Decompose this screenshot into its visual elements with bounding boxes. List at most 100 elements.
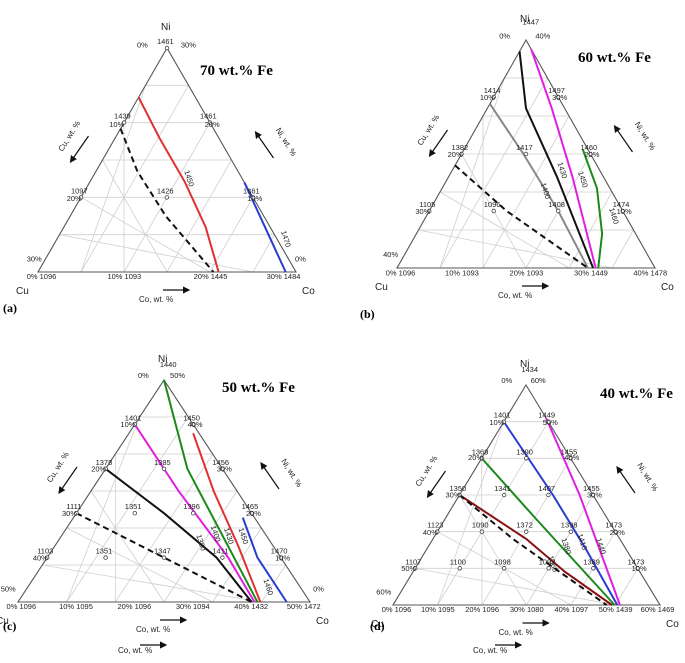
axis-label-right: Ni, wt. % bbox=[635, 461, 659, 493]
temperature-annotation: 1385 bbox=[154, 458, 171, 467]
temperature-annotation: 20% 1445 bbox=[194, 272, 228, 281]
ternary-panel-a: Ni Cu Co 70 wt.% Fe (a) Cu, wt. % Ni, wt. % Co,… bbox=[3, 22, 315, 315]
grid-node bbox=[591, 566, 596, 571]
temperature-annotation: 10% bbox=[617, 207, 632, 216]
grid-node bbox=[635, 566, 640, 571]
temperature-annotation: 20% 1096 bbox=[465, 605, 499, 614]
isotherm-1400 bbox=[133, 423, 256, 603]
temperature-annotation: 30% bbox=[552, 93, 567, 102]
panel-letter: (d) bbox=[370, 619, 385, 633]
grid-node bbox=[45, 555, 50, 560]
grid-node bbox=[501, 419, 506, 424]
triangle-outline bbox=[37, 46, 297, 273]
isotherm-label: 1410 bbox=[575, 532, 589, 551]
temperature-annotation: 50% 1439 bbox=[599, 605, 633, 614]
temperature-annotation: 1470 bbox=[271, 547, 288, 556]
temperature-annotation: 1351 bbox=[125, 502, 142, 511]
grid-node bbox=[457, 566, 462, 571]
temperature-annotation: 0% 1096 bbox=[7, 602, 37, 611]
vertex-label-top: Ni bbox=[520, 359, 529, 370]
temperature-annotation: 1097 bbox=[539, 557, 556, 566]
temperature-annotation: 30% bbox=[181, 40, 196, 49]
vertex-label-top: Ni bbox=[158, 354, 167, 365]
temperature-annotation: 20% bbox=[468, 453, 483, 462]
temperature-annotation: 40% 1478 bbox=[633, 268, 667, 277]
isotherm-label: 1400 bbox=[539, 181, 553, 200]
axis-label-bottom: Co, wt. % bbox=[136, 625, 170, 634]
temperature-annotation: 10% bbox=[109, 120, 124, 129]
grid-node bbox=[501, 566, 507, 571]
grid-node bbox=[78, 195, 84, 200]
grid-node bbox=[103, 555, 108, 560]
grid-node bbox=[568, 456, 573, 461]
isotherm-1460 bbox=[581, 149, 604, 269]
temperature-annotation: 20% 1093 bbox=[510, 268, 544, 277]
temperature-annotation: 60% 1469 bbox=[641, 605, 675, 614]
grid-node bbox=[491, 208, 496, 214]
temperature-annotation: 30% bbox=[217, 464, 232, 473]
grid-node bbox=[588, 151, 593, 157]
temperature-annotation: 40% 1432 bbox=[234, 602, 268, 611]
axis-label-bottom: Co, wt. % bbox=[498, 291, 532, 300]
grid-node bbox=[164, 45, 170, 51]
axis-label-left: Cu, wt. % bbox=[57, 119, 83, 153]
grid-node bbox=[207, 120, 213, 125]
vertex-label-left: Cu bbox=[16, 286, 29, 297]
temperature-annotation: 10% bbox=[120, 420, 135, 429]
grid-node bbox=[479, 529, 485, 534]
temperature-annotation: 0% bbox=[138, 371, 149, 380]
temperature-annotation: 1105 bbox=[419, 200, 435, 209]
temperature-annotation: 0% bbox=[501, 376, 512, 385]
grid-node bbox=[546, 419, 551, 424]
temperature-annotation: 1447 bbox=[522, 18, 539, 27]
temperature-annotation: 1426 bbox=[157, 186, 174, 195]
temperature-annotation: 1350 bbox=[450, 484, 467, 493]
grid-node bbox=[249, 511, 254, 516]
grid-node bbox=[164, 195, 170, 200]
temperature-annotation: 30% bbox=[446, 491, 461, 500]
grid-node bbox=[501, 492, 507, 498]
grid-node bbox=[620, 208, 625, 214]
panel-letter: (c) bbox=[3, 619, 16, 633]
axis-label-bottom-2: Co, wt. % bbox=[473, 646, 507, 655]
temperature-annotation: 1347 bbox=[154, 547, 171, 556]
temperature-annotation: 1497 bbox=[548, 86, 565, 95]
temperature-annotation: 30% bbox=[27, 254, 42, 263]
grid-node bbox=[74, 511, 79, 516]
temperature-annotation: 1461 bbox=[157, 37, 174, 46]
isotherm-label: 1450 bbox=[237, 527, 251, 546]
temperature-annotation: 1473 bbox=[605, 521, 622, 530]
temperature-annotation: 10% bbox=[247, 194, 262, 203]
temperature-annotation: 1439 bbox=[114, 112, 131, 121]
grid-node bbox=[546, 566, 551, 571]
temperature-annotation: 1351 bbox=[96, 547, 113, 556]
temperature-annotation: 20% bbox=[205, 120, 220, 129]
grid-node bbox=[161, 466, 167, 471]
temperature-annotation: 30% bbox=[62, 509, 77, 518]
temperature-annotation: 20% bbox=[448, 150, 463, 159]
arrow-left bbox=[58, 466, 78, 494]
temperature-annotation: 60% bbox=[531, 376, 546, 385]
temperature-annotation: 1456 bbox=[212, 458, 229, 467]
grid-node bbox=[103, 466, 108, 471]
axis-label-bottom: Co, wt. % bbox=[499, 628, 533, 637]
axis-label-right: Ni, wt. % bbox=[274, 126, 298, 158]
triangle-outline bbox=[16, 378, 312, 603]
temperature-annotation: 1382 bbox=[452, 143, 469, 152]
grid-node bbox=[435, 529, 440, 534]
isotherm-1460 bbox=[241, 517, 288, 603]
temperature-annotation: 40% bbox=[188, 420, 203, 429]
temperature-annotation: 1401 bbox=[125, 413, 142, 422]
temperature-annotation: 10% 1095 bbox=[59, 602, 93, 611]
grid-node bbox=[457, 492, 462, 498]
temperature-annotation: 1389 bbox=[583, 557, 600, 566]
isotherm-1440 bbox=[545, 417, 621, 606]
axis-label-right: Ni, wt. % bbox=[633, 120, 657, 152]
temperature-annotation: 50% bbox=[401, 564, 416, 573]
temperature-annotation: 20% 1096 bbox=[118, 602, 152, 611]
temperature-annotation: 30% 1484 bbox=[267, 272, 301, 281]
panel-letter: (a) bbox=[3, 301, 17, 315]
temperature-annotation: 40% 1097 bbox=[554, 605, 588, 614]
temperature-annotation: 1455 bbox=[561, 447, 578, 456]
